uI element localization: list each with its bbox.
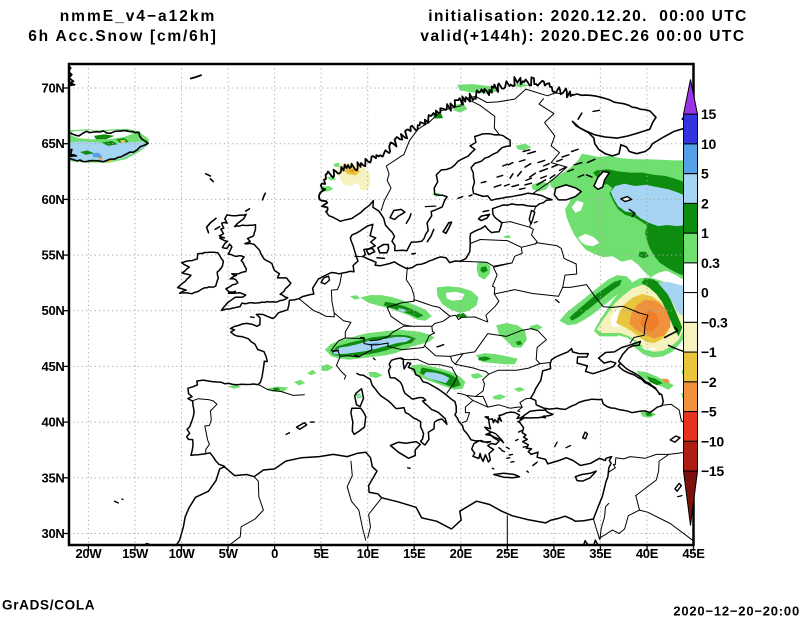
- svg-text:−1: −1: [701, 344, 717, 360]
- svg-text:55N: 55N: [42, 248, 65, 263]
- svg-text:10W: 10W: [169, 546, 196, 561]
- svg-text:50N: 50N: [42, 303, 65, 318]
- svg-text:70N: 70N: [42, 81, 65, 96]
- svg-text:35N: 35N: [42, 470, 65, 485]
- svg-text:5W: 5W: [219, 546, 239, 561]
- svg-text:15E: 15E: [403, 546, 426, 561]
- svg-text:40E: 40E: [636, 546, 659, 561]
- svg-text:initialisation: 2020.12.20. 0: initialisation: 2020.12.20. 00:00 UTC: [428, 8, 747, 25]
- svg-text:35E: 35E: [589, 546, 612, 561]
- svg-text:−10: −10: [701, 433, 724, 449]
- svg-text:valid(+144h): 2020.DEC.26 00:0: valid(+144h): 2020.DEC.26 00:00 UTC: [420, 28, 745, 45]
- svg-text:0: 0: [701, 285, 709, 301]
- svg-text:5E: 5E: [313, 546, 329, 561]
- svg-text:30N: 30N: [42, 526, 65, 541]
- svg-text:30E: 30E: [543, 546, 566, 561]
- svg-text:0.3: 0.3: [701, 255, 720, 271]
- svg-text:45E: 45E: [682, 546, 705, 561]
- svg-text:−5: −5: [701, 404, 717, 420]
- svg-text:nmmE_v4−a12km: nmmE_v4−a12km: [60, 8, 217, 25]
- svg-text:20W: 20W: [75, 546, 102, 561]
- svg-text:2020−12−20−20:00: 2020−12−20−20:00: [673, 604, 800, 618]
- svg-text:0: 0: [271, 546, 278, 561]
- svg-text:45N: 45N: [42, 359, 65, 374]
- svg-text:−0.3: −0.3: [701, 314, 728, 330]
- svg-text:15: 15: [701, 106, 716, 122]
- svg-text:20E: 20E: [450, 546, 473, 561]
- svg-text:−15: −15: [701, 463, 724, 479]
- svg-text:GrADS/COLA: GrADS/COLA: [2, 598, 95, 613]
- svg-text:2: 2: [701, 195, 709, 211]
- svg-text:5: 5: [701, 166, 709, 182]
- svg-text:60N: 60N: [42, 192, 65, 207]
- svg-text:6h Acc.Snow [cm/6h]: 6h Acc.Snow [cm/6h]: [28, 28, 218, 45]
- svg-text:15W: 15W: [122, 546, 149, 561]
- svg-text:1: 1: [701, 225, 709, 241]
- svg-text:65N: 65N: [42, 136, 65, 151]
- svg-text:−2: −2: [701, 374, 717, 390]
- svg-text:10E: 10E: [357, 546, 380, 561]
- svg-text:25E: 25E: [496, 546, 519, 561]
- svg-text:40N: 40N: [42, 415, 65, 430]
- svg-text:10: 10: [701, 136, 716, 152]
